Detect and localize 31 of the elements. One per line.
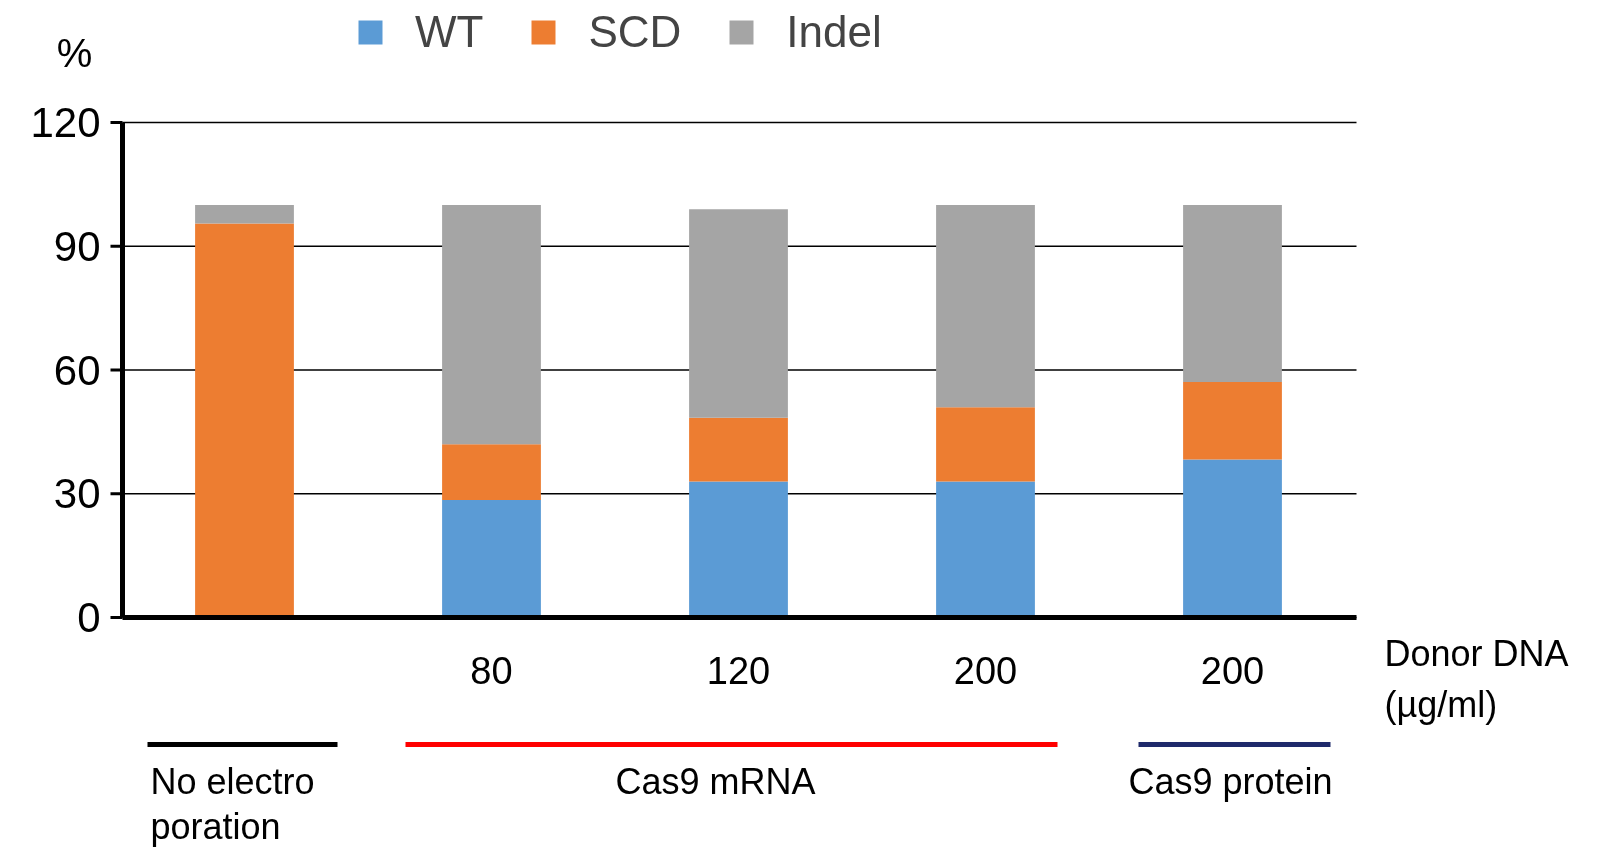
x-tick-label: 200: [1200, 650, 1265, 692]
legend-label: WT: [415, 7, 484, 57]
text: Cas9 protein: [1128, 760, 1333, 802]
bar: [1183, 459, 1282, 618]
legend-label: SCD: [588, 7, 682, 57]
y-tick-label: 60: [53, 346, 101, 394]
legend-label: Indel: [786, 7, 882, 57]
x-tick-label: 120: [706, 650, 771, 692]
x-tick-label: 200: [953, 650, 1018, 692]
y-tick-label: 0: [77, 594, 101, 641]
bar: [442, 499, 541, 618]
bar: [1183, 381, 1282, 460]
y-axis-title: %: [56, 30, 93, 75]
y-tick-label: 30: [53, 470, 101, 518]
bar: [936, 481, 1035, 618]
y-tick-label: 120: [30, 99, 101, 146]
x-axis-title: Donor DNA (µg/ml): [1384, 632, 1569, 725]
bar: [689, 209, 788, 418]
bar: [442, 205, 541, 445]
bar: [936, 407, 1035, 482]
bar: [195, 205, 294, 224]
bar: [442, 444, 541, 500]
text: No electro poration: [150, 760, 315, 847]
bar: [936, 205, 1035, 408]
bar: [689, 417, 788, 482]
bar: [689, 481, 788, 618]
x-tick-label: 80: [470, 650, 513, 692]
bar: [195, 223, 294, 618]
bar: [1183, 205, 1282, 382]
y-tick-label: 90: [53, 222, 101, 270]
text: Cas9 mRNA: [615, 760, 816, 802]
